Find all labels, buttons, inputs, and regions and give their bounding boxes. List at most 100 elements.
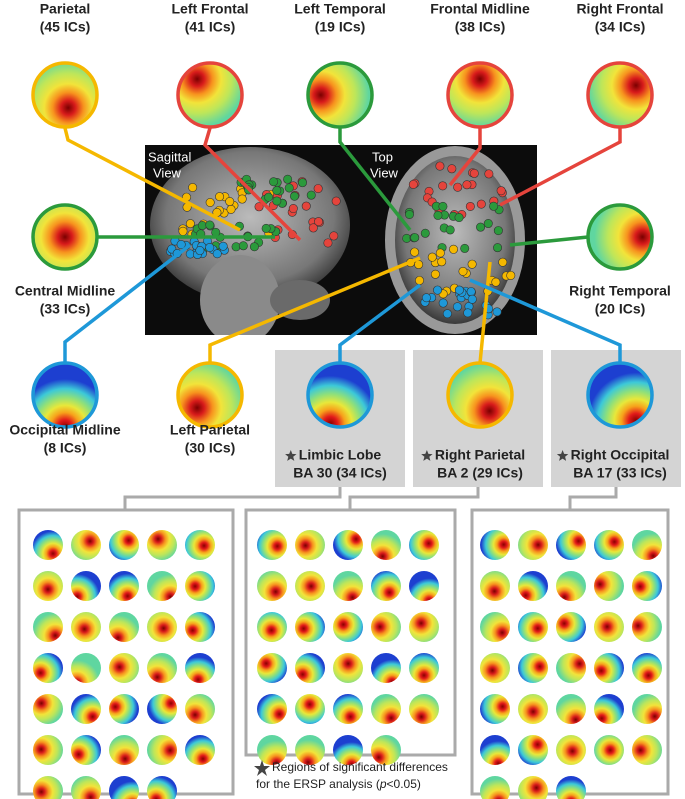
topo-map [556,776,586,799]
topo-map [586,203,654,271]
topo-map [371,530,401,560]
electrode [430,269,440,279]
cluster-name: Frontal Midline [430,1,530,17]
cluster-name: Right Frontal [576,1,663,17]
topo-map [632,530,662,560]
cluster-count: (19 ICs) [315,19,366,35]
electrode [298,178,308,188]
topo-map [31,203,99,271]
electrode [410,233,420,243]
connector [499,128,622,207]
electrode [493,226,503,236]
topo-map [295,653,325,683]
electrode [261,223,271,233]
connector [448,128,482,187]
topo-map [71,530,101,560]
topo-map [371,612,401,642]
topo-map [632,571,662,601]
electrode [476,199,486,209]
electrode [467,259,477,269]
topo-map [33,571,63,601]
electrode [438,298,448,308]
topo-map [257,653,287,683]
connector [203,127,302,242]
topo-map [556,612,586,642]
topo-map [632,612,662,642]
connector [469,278,622,363]
electrode [442,309,452,319]
topo-map [295,612,325,642]
electrode [288,204,298,214]
electrode [483,219,493,229]
view-label: View [153,165,182,180]
electrode [476,222,486,232]
star-icon [556,450,569,461]
star-icon [254,760,270,776]
electrode [484,169,494,179]
topo-map [480,612,510,642]
cluster-count: BA 30 (34 ICs) [293,465,387,481]
connector [208,256,421,363]
electrode [491,277,501,287]
view-label: Top [372,149,393,164]
topo-map [257,694,287,724]
topo-map [409,530,439,560]
electrode [197,221,207,231]
topo-map [333,694,363,724]
note: for the ERSP analysis ( [256,777,380,791]
topo-map [306,361,374,429]
electrode [460,243,470,253]
electrode [313,184,323,194]
electrode [205,198,215,208]
cluster-name: Right Occipital [571,447,670,463]
topo-map [371,653,401,683]
connector-lines [63,127,622,364]
electrode [226,204,236,214]
electrode [205,242,215,252]
topo-map [556,530,586,560]
electrode [225,197,235,207]
electrode [447,164,457,174]
topo-map [33,612,63,642]
topo-map [33,776,63,799]
note: for the ERSP analysis (p<0.05) [256,777,421,791]
note: p [379,777,387,791]
electrode [467,294,477,304]
topo-map [518,612,548,642]
cluster-name: Limbic Lobe [299,447,382,463]
electrode [237,194,247,204]
electrode [323,238,333,248]
topo-map [185,612,215,642]
electrode [420,228,430,238]
topo-map [295,571,325,601]
cluster-name: Central Midline [15,283,116,299]
connector [478,261,492,364]
electrode [308,223,318,233]
electrode [469,168,479,178]
electrode [496,186,506,196]
topo-map [409,694,439,724]
topo-map [185,694,215,724]
topo-map [71,612,101,642]
electrode [453,182,463,192]
electrode [427,252,437,262]
cluster-count: (33 ICs) [40,301,91,317]
electrode [249,242,259,252]
topo-map [594,653,624,683]
topo-map [147,612,177,642]
topo-map [594,571,624,601]
electrode [466,287,476,297]
topo-map [632,653,662,683]
electrode [492,307,502,317]
topo-map [586,361,654,429]
electrode [185,219,195,229]
topo-map [333,653,363,683]
electrode [254,202,264,212]
electrode [454,213,464,223]
electrode [421,293,431,303]
cluster-count: (38 ICs) [455,19,506,35]
topo-map [71,694,101,724]
cluster-name: Occipital Midline [9,422,120,438]
topo-map [147,776,177,799]
cluster-name: Left Parietal [170,422,250,438]
